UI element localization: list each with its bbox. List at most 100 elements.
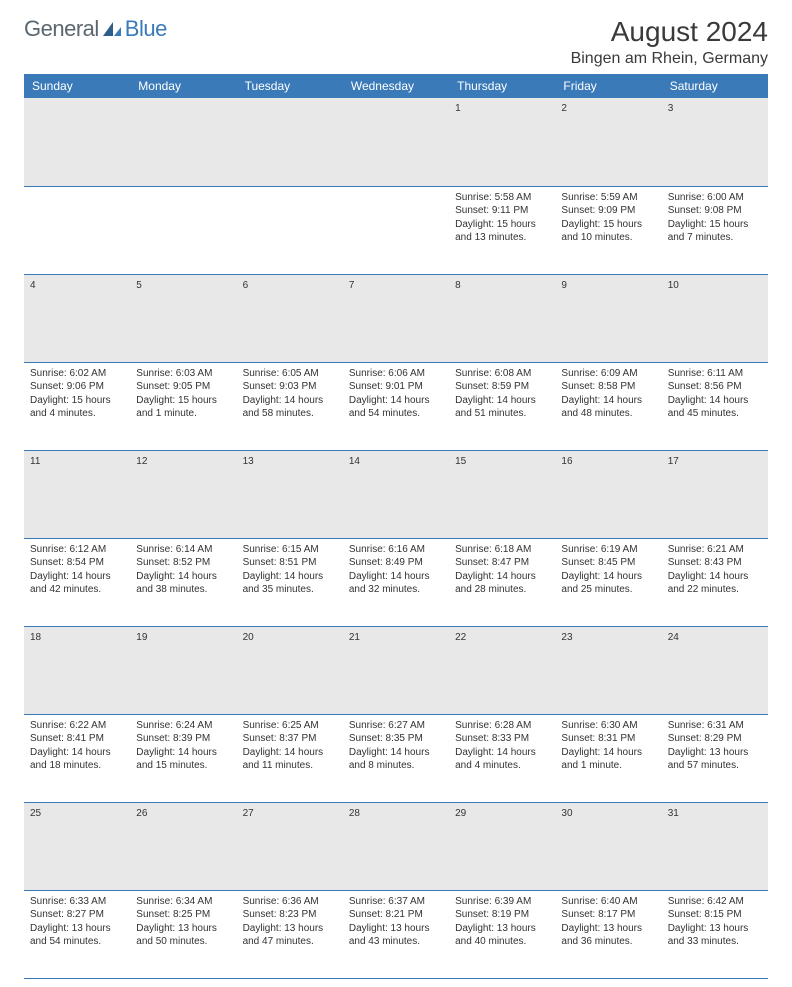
day-number: 21 bbox=[343, 626, 449, 714]
day-cell: Sunrise: 6:27 AMSunset: 8:35 PMDaylight:… bbox=[343, 714, 449, 802]
weekday-header: Saturday bbox=[662, 74, 768, 98]
logo: General Blue bbox=[24, 16, 167, 42]
day-data-row: Sunrise: 6:12 AMSunset: 8:54 PMDaylight:… bbox=[24, 538, 768, 626]
day-number: 20 bbox=[237, 626, 343, 714]
sunset-text: Sunset: 8:52 PM bbox=[136, 556, 230, 570]
day-number: 27 bbox=[237, 802, 343, 890]
day-number: 24 bbox=[662, 626, 768, 714]
day-number: 18 bbox=[24, 626, 130, 714]
sunset-text: Sunset: 9:06 PM bbox=[30, 380, 124, 394]
location: Bingen am Rhein, Germany bbox=[571, 50, 768, 68]
day-number: 6 bbox=[237, 274, 343, 362]
sunset-text: Sunset: 8:58 PM bbox=[561, 380, 655, 394]
day-data-row: Sunrise: 6:33 AMSunset: 8:27 PMDaylight:… bbox=[24, 890, 768, 978]
day-cell bbox=[343, 186, 449, 274]
daylight-text: Daylight: 13 hours and 40 minutes. bbox=[455, 922, 549, 949]
sunrise-text: Sunrise: 6:25 AM bbox=[243, 719, 337, 733]
day-number: 1 bbox=[449, 98, 555, 186]
daylight-text: Daylight: 13 hours and 54 minutes. bbox=[30, 922, 124, 949]
sunset-text: Sunset: 8:19 PM bbox=[455, 908, 549, 922]
day-number bbox=[130, 98, 236, 186]
sunrise-text: Sunrise: 6:42 AM bbox=[668, 895, 762, 909]
day-cell bbox=[237, 186, 343, 274]
day-cell: Sunrise: 6:09 AMSunset: 8:58 PMDaylight:… bbox=[555, 362, 661, 450]
daylight-text: Daylight: 14 hours and 15 minutes. bbox=[136, 746, 230, 773]
day-cell: Sunrise: 6:19 AMSunset: 8:45 PMDaylight:… bbox=[555, 538, 661, 626]
sunset-text: Sunset: 8:29 PM bbox=[668, 732, 762, 746]
daylight-text: Daylight: 14 hours and 1 minute. bbox=[561, 746, 655, 773]
day-cell: Sunrise: 6:02 AMSunset: 9:06 PMDaylight:… bbox=[24, 362, 130, 450]
day-number-row: 123 bbox=[24, 98, 768, 186]
day-cell: Sunrise: 6:36 AMSunset: 8:23 PMDaylight:… bbox=[237, 890, 343, 978]
sunrise-text: Sunrise: 6:28 AM bbox=[455, 719, 549, 733]
sunset-text: Sunset: 8:47 PM bbox=[455, 556, 549, 570]
day-number: 8 bbox=[449, 274, 555, 362]
sunset-text: Sunset: 9:05 PM bbox=[136, 380, 230, 394]
sunset-text: Sunset: 8:37 PM bbox=[243, 732, 337, 746]
day-cell: Sunrise: 6:40 AMSunset: 8:17 PMDaylight:… bbox=[555, 890, 661, 978]
sunrise-text: Sunrise: 6:27 AM bbox=[349, 719, 443, 733]
daylight-text: Daylight: 14 hours and 51 minutes. bbox=[455, 394, 549, 421]
day-number bbox=[24, 98, 130, 186]
page: General Blue August 2024 Bingen am Rhein… bbox=[0, 0, 792, 987]
day-cell: Sunrise: 6:37 AMSunset: 8:21 PMDaylight:… bbox=[343, 890, 449, 978]
sunrise-text: Sunrise: 6:37 AM bbox=[349, 895, 443, 909]
day-cell: Sunrise: 6:34 AMSunset: 8:25 PMDaylight:… bbox=[130, 890, 236, 978]
daylight-text: Daylight: 14 hours and 25 minutes. bbox=[561, 570, 655, 597]
sunset-text: Sunset: 9:03 PM bbox=[243, 380, 337, 394]
day-number: 5 bbox=[130, 274, 236, 362]
sunrise-text: Sunrise: 5:58 AM bbox=[455, 191, 549, 205]
sunset-text: Sunset: 8:41 PM bbox=[30, 732, 124, 746]
sunset-text: Sunset: 8:43 PM bbox=[668, 556, 762, 570]
daylight-text: Daylight: 14 hours and 58 minutes. bbox=[243, 394, 337, 421]
sunrise-text: Sunrise: 6:06 AM bbox=[349, 367, 443, 381]
daylight-text: Daylight: 13 hours and 47 minutes. bbox=[243, 922, 337, 949]
day-data-row: Sunrise: 6:22 AMSunset: 8:41 PMDaylight:… bbox=[24, 714, 768, 802]
daylight-text: Daylight: 13 hours and 33 minutes. bbox=[668, 922, 762, 949]
day-cell bbox=[24, 186, 130, 274]
day-number: 7 bbox=[343, 274, 449, 362]
sunset-text: Sunset: 8:49 PM bbox=[349, 556, 443, 570]
day-cell: Sunrise: 5:59 AMSunset: 9:09 PMDaylight:… bbox=[555, 186, 661, 274]
sunrise-text: Sunrise: 6:33 AM bbox=[30, 895, 124, 909]
day-cell: Sunrise: 6:15 AMSunset: 8:51 PMDaylight:… bbox=[237, 538, 343, 626]
daylight-text: Daylight: 14 hours and 35 minutes. bbox=[243, 570, 337, 597]
sunrise-text: Sunrise: 6:24 AM bbox=[136, 719, 230, 733]
day-data-row: Sunrise: 5:58 AMSunset: 9:11 PMDaylight:… bbox=[24, 186, 768, 274]
day-number: 17 bbox=[662, 450, 768, 538]
daylight-text: Daylight: 15 hours and 13 minutes. bbox=[455, 218, 549, 245]
day-cell: Sunrise: 6:18 AMSunset: 8:47 PMDaylight:… bbox=[449, 538, 555, 626]
daylight-text: Daylight: 13 hours and 43 minutes. bbox=[349, 922, 443, 949]
day-number: 23 bbox=[555, 626, 661, 714]
sunrise-text: Sunrise: 6:34 AM bbox=[136, 895, 230, 909]
day-number: 28 bbox=[343, 802, 449, 890]
day-number: 22 bbox=[449, 626, 555, 714]
daylight-text: Daylight: 14 hours and 32 minutes. bbox=[349, 570, 443, 597]
sunrise-text: Sunrise: 6:18 AM bbox=[455, 543, 549, 557]
daylight-text: Daylight: 14 hours and 18 minutes. bbox=[30, 746, 124, 773]
title-block: August 2024 Bingen am Rhein, Germany bbox=[571, 16, 768, 68]
day-number: 11 bbox=[24, 450, 130, 538]
day-cell: Sunrise: 6:00 AMSunset: 9:08 PMDaylight:… bbox=[662, 186, 768, 274]
day-cell: Sunrise: 6:16 AMSunset: 8:49 PMDaylight:… bbox=[343, 538, 449, 626]
day-number: 25 bbox=[24, 802, 130, 890]
day-number: 9 bbox=[555, 274, 661, 362]
day-number: 12 bbox=[130, 450, 236, 538]
day-number-row: 25262728293031 bbox=[24, 802, 768, 890]
day-cell: Sunrise: 6:14 AMSunset: 8:52 PMDaylight:… bbox=[130, 538, 236, 626]
sunset-text: Sunset: 8:59 PM bbox=[455, 380, 549, 394]
logo-text-1: General bbox=[24, 16, 99, 42]
daylight-text: Daylight: 14 hours and 28 minutes. bbox=[455, 570, 549, 597]
sunrise-text: Sunrise: 6:40 AM bbox=[561, 895, 655, 909]
day-number: 3 bbox=[662, 98, 768, 186]
day-cell: Sunrise: 6:31 AMSunset: 8:29 PMDaylight:… bbox=[662, 714, 768, 802]
day-number: 19 bbox=[130, 626, 236, 714]
month-title: August 2024 bbox=[571, 16, 768, 48]
sunset-text: Sunset: 8:31 PM bbox=[561, 732, 655, 746]
daylight-text: Daylight: 14 hours and 8 minutes. bbox=[349, 746, 443, 773]
day-number: 26 bbox=[130, 802, 236, 890]
weekday-header: Wednesday bbox=[343, 74, 449, 98]
daylight-text: Daylight: 14 hours and 22 minutes. bbox=[668, 570, 762, 597]
day-cell: Sunrise: 6:33 AMSunset: 8:27 PMDaylight:… bbox=[24, 890, 130, 978]
weekday-header: Friday bbox=[555, 74, 661, 98]
